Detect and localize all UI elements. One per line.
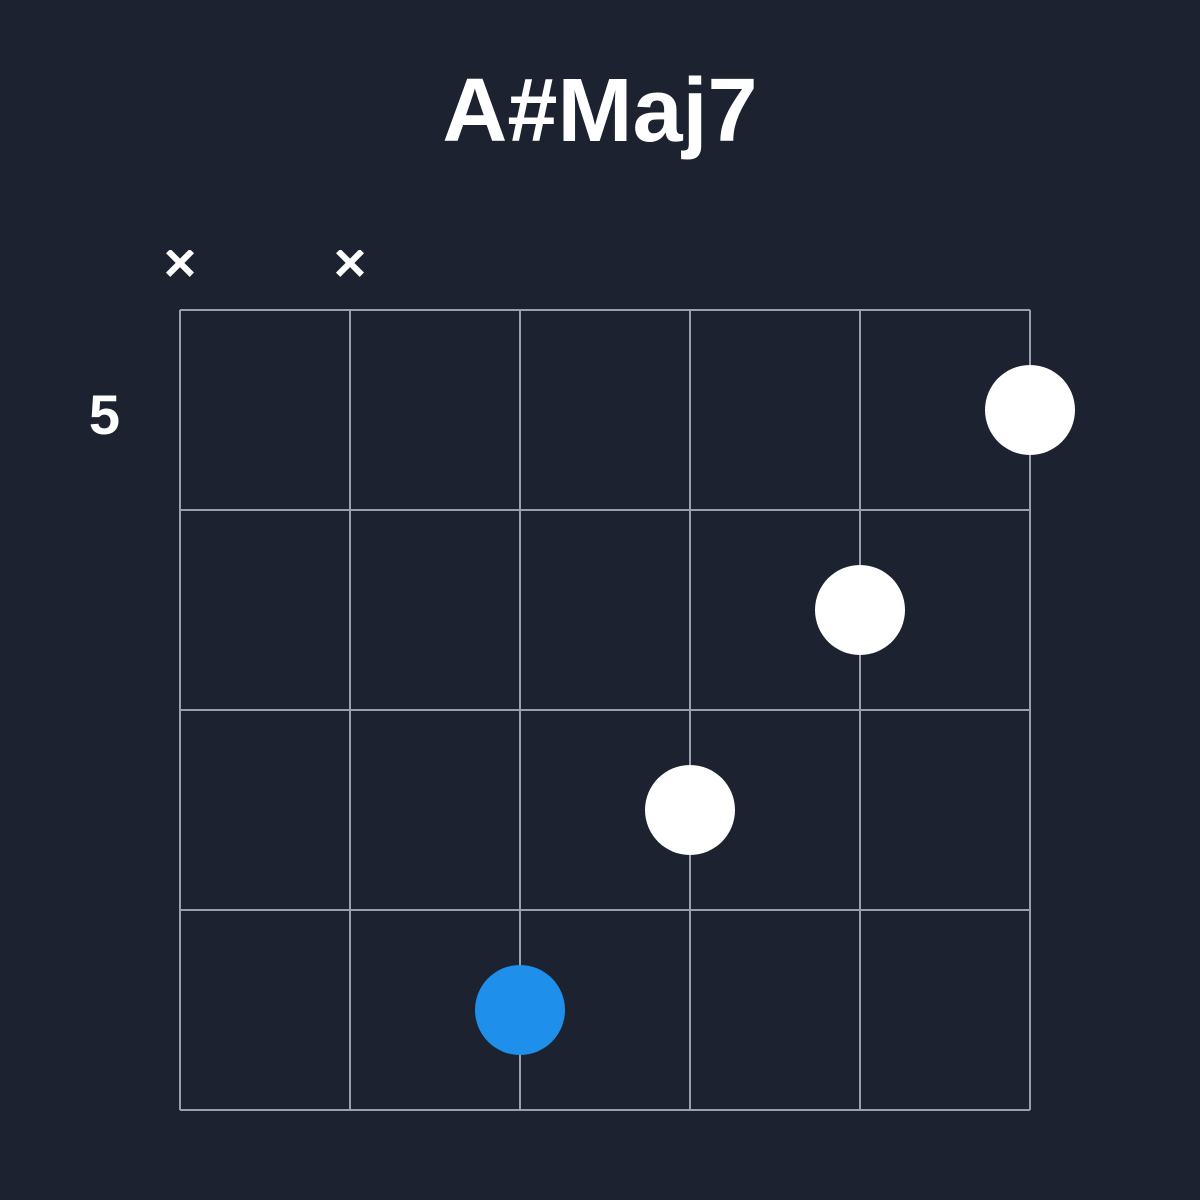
finger-dot xyxy=(815,565,905,655)
starting-fret-label: 5 xyxy=(80,382,120,447)
chord-diagram: A#Maj7 5 ×× xyxy=(0,0,1200,1200)
finger-dot-root xyxy=(475,965,565,1055)
finger-dot xyxy=(645,765,735,855)
mute-marker: × xyxy=(164,250,197,294)
fretboard-svg: ×× xyxy=(120,250,1090,1170)
finger-dot xyxy=(985,365,1075,455)
mute-marker: × xyxy=(334,250,367,294)
chord-name: A#Maj7 xyxy=(0,60,1200,163)
